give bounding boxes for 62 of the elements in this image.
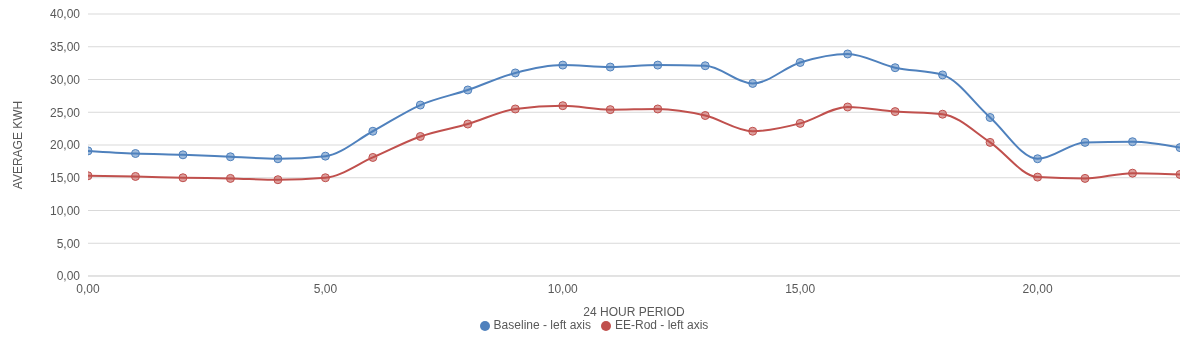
- y-tick-label: 5,00: [56, 236, 81, 251]
- point: [985, 137, 995, 147]
- point: [653, 60, 663, 70]
- point: [320, 173, 330, 183]
- point: [415, 131, 425, 141]
- x-tick-label: 0,00: [76, 281, 100, 296]
- y-tick-label: 40,00: [49, 7, 81, 22]
- point: [843, 49, 853, 59]
- point: [843, 102, 853, 112]
- x-axis-title: 24 HOUR PERIOD: [583, 305, 686, 319]
- point: [273, 175, 283, 185]
- y-tick-label: 20,00: [49, 138, 81, 153]
- point: [130, 149, 140, 159]
- point: [938, 109, 948, 119]
- point: [890, 63, 900, 73]
- point: [463, 119, 473, 129]
- x-tick-label: 15,00: [785, 281, 816, 296]
- y-tick-label: 0,00: [56, 269, 81, 284]
- point: [558, 101, 568, 111]
- legend-label: Baseline - left axis: [493, 318, 591, 332]
- y-tick-label: 35,00: [49, 40, 81, 55]
- point: [225, 173, 235, 183]
- point: [415, 100, 425, 110]
- point: [890, 107, 900, 117]
- point: [1080, 137, 1090, 147]
- point: [463, 85, 473, 95]
- point: [700, 111, 710, 121]
- y-axis-title: AVERAGE KWH: [11, 100, 26, 190]
- y-tick-label: 15,00: [49, 171, 81, 186]
- point: [130, 171, 140, 181]
- x-tick-label: 5,00: [313, 281, 338, 296]
- point: [178, 173, 188, 183]
- y-tick-label: 25,00: [49, 105, 81, 120]
- point: [1033, 154, 1043, 164]
- point: [605, 62, 615, 72]
- legend-label: EE-Rod - left axis: [615, 318, 709, 332]
- point: [795, 57, 805, 67]
- y-tick-label: 10,00: [49, 203, 81, 218]
- point: [605, 105, 615, 115]
- point: [225, 152, 235, 162]
- point: [178, 150, 188, 160]
- point: [368, 126, 378, 136]
- point: [748, 126, 758, 136]
- point: [700, 61, 710, 71]
- y-tick-label: 30,00: [49, 72, 81, 87]
- x-tick-label: 20,00: [1022, 281, 1053, 296]
- point: [985, 112, 995, 122]
- point: [558, 60, 568, 70]
- point: [320, 151, 330, 161]
- point: [510, 104, 520, 114]
- x-tick-label: 10,00: [547, 281, 579, 296]
- point: [510, 68, 520, 78]
- point: [1128, 137, 1138, 147]
- point: [653, 104, 663, 114]
- point: [748, 78, 758, 88]
- point: [1128, 168, 1138, 178]
- point: [1033, 172, 1043, 182]
- point: [938, 70, 948, 80]
- point: [795, 118, 805, 128]
- point: [273, 154, 283, 164]
- point: [1080, 173, 1090, 183]
- point: [368, 152, 378, 162]
